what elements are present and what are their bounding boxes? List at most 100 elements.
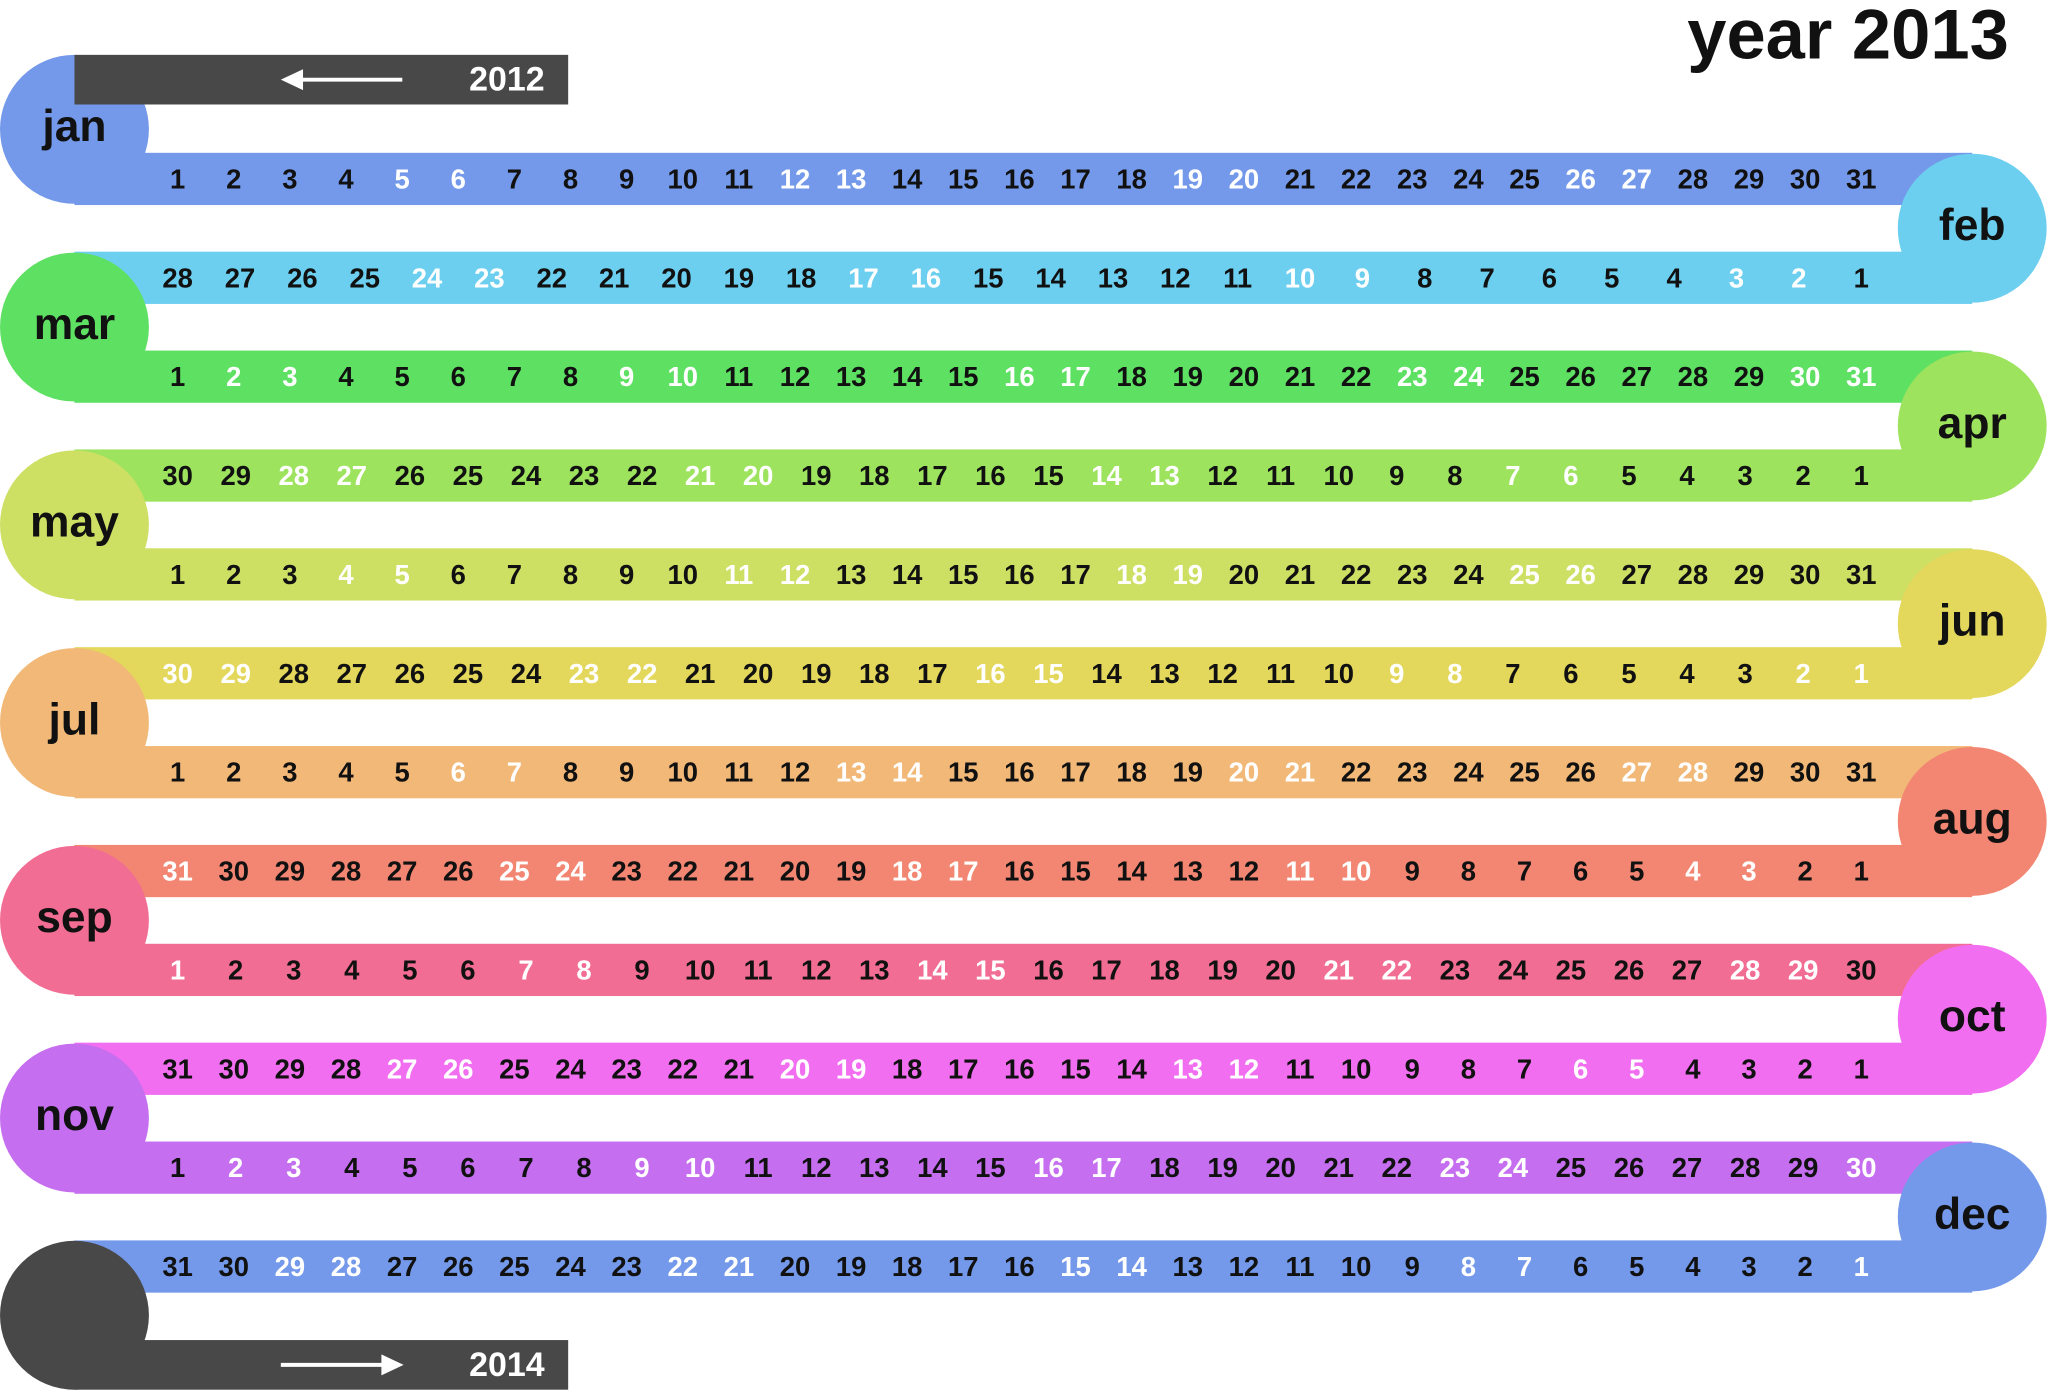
day-number: 19: [1173, 559, 1203, 590]
day-number: 26: [1614, 954, 1644, 985]
day-number: 12: [780, 757, 810, 788]
day-number: 23: [611, 1251, 641, 1282]
day-number: 10: [667, 163, 697, 194]
day-number: 29: [1788, 954, 1818, 985]
day-number: 7: [507, 757, 522, 788]
day-number: 18: [1149, 954, 1179, 985]
day-number: 14: [892, 361, 923, 392]
day-number: 20: [1265, 1152, 1295, 1183]
day-number: 22: [1341, 559, 1371, 590]
day-number: 1: [1854, 1251, 1869, 1282]
day-number: 13: [859, 954, 889, 985]
day-number: 26: [1614, 1152, 1644, 1183]
day-number: 8: [563, 163, 578, 194]
day-number: 6: [460, 954, 475, 985]
day-number: 28: [1678, 163, 1708, 194]
days: 1 2 3 4 5 6 7 8 9 10 11 12 13 14 15 16 17 18 19 20 21 22 23 24 2…: [162, 163, 1876, 1282]
day-number: 7: [518, 954, 533, 985]
day-number: 15: [1060, 1053, 1090, 1084]
day-number: 30: [1790, 559, 1820, 590]
day-number: 25: [499, 856, 529, 887]
day-number: 29: [1734, 361, 1764, 392]
day-number: 8: [1461, 1053, 1476, 1084]
day-number: 6: [1563, 460, 1578, 491]
day-number: 1: [170, 361, 185, 392]
day-number: 6: [1573, 856, 1588, 887]
day-number: 16: [1004, 1251, 1034, 1282]
day-number: 13: [859, 1152, 889, 1183]
day-number: 11: [744, 1152, 773, 1183]
month-cap: [1897, 351, 2047, 501]
day-number: 30: [162, 460, 192, 491]
day-number: 18: [1149, 1152, 1179, 1183]
day-number: 7: [518, 1152, 533, 1183]
day-number: 29: [275, 1251, 305, 1282]
day-number: 18: [892, 1053, 922, 1084]
day-number: 22: [1341, 361, 1371, 392]
day-number: 26: [1565, 361, 1595, 392]
day-number: 10: [685, 954, 715, 985]
day-number: 6: [1573, 1053, 1588, 1084]
month-cap: [1897, 1142, 2047, 1292]
day-number: 20: [661, 262, 691, 293]
day-number: 4: [1667, 262, 1683, 293]
day-number: 5: [402, 1152, 417, 1183]
day-number: 24: [1453, 559, 1484, 590]
day-number: 29: [1734, 559, 1764, 590]
day-number: 17: [948, 1053, 978, 1084]
day-number: 15: [948, 559, 978, 590]
day-number: 4: [338, 757, 354, 788]
day-number: 27: [337, 658, 367, 689]
month-band: [74, 350, 1973, 403]
day-number: 11: [1286, 856, 1315, 887]
day-number: 10: [1341, 1251, 1371, 1282]
day-number: 15: [1033, 460, 1063, 491]
day-number: 17: [1060, 559, 1090, 590]
day-number: 28: [1678, 559, 1708, 590]
day-number: 3: [1741, 1251, 1756, 1282]
day-number: 25: [1509, 361, 1539, 392]
day-number: 28: [331, 1053, 361, 1084]
day-number: 12: [780, 163, 810, 194]
month-cap: [0, 845, 149, 995]
day-number: 1: [170, 559, 185, 590]
day-number: 14: [1091, 658, 1122, 689]
day-number: 31: [1846, 361, 1876, 392]
day-number: 13: [1173, 1053, 1203, 1084]
day-number: 19: [1207, 954, 1237, 985]
day-number: 29: [220, 460, 250, 491]
day-number: 22: [667, 856, 697, 887]
day-number: 7: [1517, 856, 1532, 887]
month-band: [74, 647, 1973, 700]
day-number: 8: [563, 559, 578, 590]
day-number: 26: [287, 262, 317, 293]
day-number: 6: [1573, 1251, 1588, 1282]
month-band: [74, 548, 1973, 601]
day-number: 7: [1505, 658, 1520, 689]
day-number: 12: [780, 361, 810, 392]
day-number: 24: [511, 658, 542, 689]
day-number: 18: [1116, 163, 1146, 194]
day-number: 14: [1116, 856, 1147, 887]
day-number: 8: [1447, 460, 1462, 491]
day-number: 7: [1505, 460, 1520, 491]
day-number: 8: [576, 954, 591, 985]
day-number: 14: [917, 1152, 948, 1183]
day-number: 9: [619, 361, 634, 392]
day-number: 12: [1229, 1251, 1259, 1282]
day-number: 2: [226, 757, 241, 788]
day-number: 15: [975, 1152, 1005, 1183]
day-number: 31: [162, 1251, 192, 1282]
day-number: 25: [499, 1251, 529, 1282]
day-number: 15: [973, 262, 1003, 293]
day-number: 30: [219, 1053, 249, 1084]
day-number: 10: [667, 559, 697, 590]
day-number: 12: [801, 954, 831, 985]
month-label: sep: [36, 893, 113, 942]
day-number: 21: [1285, 361, 1315, 392]
day-number: 20: [1265, 954, 1295, 985]
day-number: 2: [1797, 1251, 1812, 1282]
day-number: 17: [1091, 1152, 1121, 1183]
day-number: 28: [1730, 1152, 1760, 1183]
day-number: 15: [948, 361, 978, 392]
